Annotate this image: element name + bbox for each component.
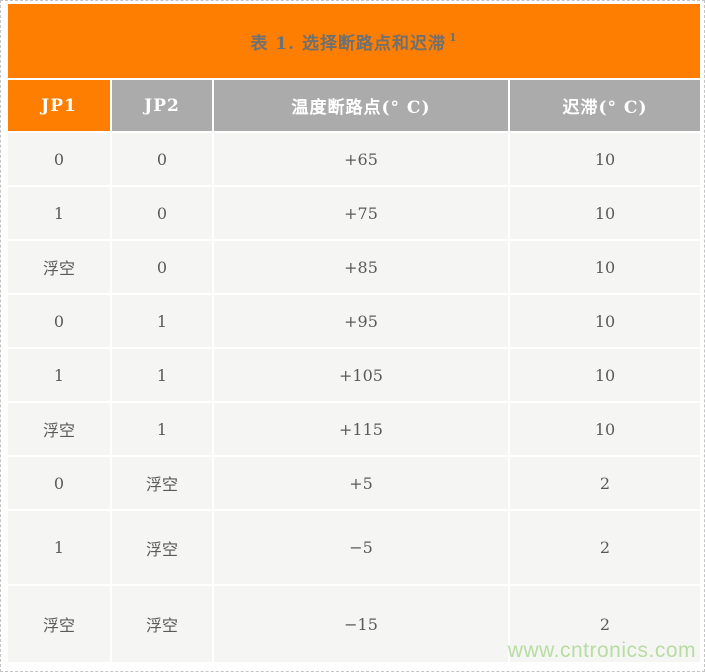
cell-trip: +105 (214, 349, 508, 401)
table-title: 表 1. 选择断路点和迟滞 1 (8, 4, 700, 78)
cell-jp1: 浮空 (8, 586, 110, 662)
cell-hysteresis: 2 (510, 586, 700, 662)
table-row: 0 浮空 +5 2 (8, 457, 700, 509)
cell-hysteresis: 10 (510, 295, 700, 347)
table-header-row: JP1 JP2 温度断路点(° C) 迟滞(° C) (8, 80, 700, 131)
cell-hysteresis: 10 (510, 187, 700, 239)
table-row: 浮空 1 +115 10 (8, 403, 700, 455)
header-jp1: JP1 (8, 80, 110, 131)
cell-jp1: 1 (8, 187, 110, 239)
table-row: 浮空 0 +85 10 (8, 241, 700, 293)
table-row: 1 浮空 −5 2 (8, 511, 700, 584)
cell-trip: −15 (214, 586, 508, 662)
cell-trip: +95 (214, 295, 508, 347)
cell-jp2: 1 (112, 349, 212, 401)
cell-jp1: 浮空 (8, 403, 110, 455)
cell-jp2: 浮空 (112, 457, 212, 509)
cell-jp1: 0 (8, 295, 110, 347)
cell-trip: −5 (214, 511, 508, 584)
table-row: 浮空 浮空 −15 2 (8, 586, 700, 662)
cell-jp2: 1 (112, 403, 212, 455)
cell-hysteresis: 10 (510, 133, 700, 185)
cell-jp1: 0 (8, 457, 110, 509)
cell-hysteresis: 10 (510, 403, 700, 455)
cell-jp1: 浮空 (8, 241, 110, 293)
cell-trip: +5 (214, 457, 508, 509)
table-row: 0 1 +95 10 (8, 295, 700, 347)
header-jp2: JP2 (112, 80, 212, 131)
cell-jp2: 0 (112, 187, 212, 239)
cell-trip: +65 (214, 133, 508, 185)
cell-jp2: 浮空 (112, 586, 212, 662)
header-temp-trip-point: 温度断路点(° C) (214, 80, 508, 131)
cell-jp1: 1 (8, 511, 110, 584)
table-row: 0 0 +65 10 (8, 133, 700, 185)
cell-jp2: 0 (112, 133, 212, 185)
cell-hysteresis: 10 (510, 241, 700, 293)
breakpoint-hysteresis-table: 表 1. 选择断路点和迟滞 1 JP1 JP2 温度断路点(° C) 迟滞(° C… (8, 4, 700, 662)
table-row: 1 0 +75 10 (8, 187, 700, 239)
cell-jp1: 0 (8, 133, 110, 185)
cell-jp1: 1 (8, 349, 110, 401)
cell-jp2: 浮空 (112, 511, 212, 584)
table-title-footnote-ref: 1 (448, 30, 458, 44)
cell-hysteresis: 10 (510, 349, 700, 401)
cell-jp2: 0 (112, 241, 212, 293)
cell-trip: +85 (214, 241, 508, 293)
cell-trip: +115 (214, 403, 508, 455)
site-watermark: www.cntronics.com (507, 639, 696, 662)
cell-hysteresis: 2 (510, 457, 700, 509)
table-title-text: 表 1. 选择断路点和迟滞 (250, 33, 446, 54)
cell-jp2: 1 (112, 295, 212, 347)
table-body: 0 0 +65 10 1 0 +75 10 浮空 0 +85 10 0 1 +9… (8, 133, 700, 662)
table-row: 1 1 +105 10 (8, 349, 700, 401)
header-hysteresis: 迟滞(° C) (510, 80, 700, 131)
cell-trip: +75 (214, 187, 508, 239)
cell-hysteresis: 2 (510, 511, 700, 584)
